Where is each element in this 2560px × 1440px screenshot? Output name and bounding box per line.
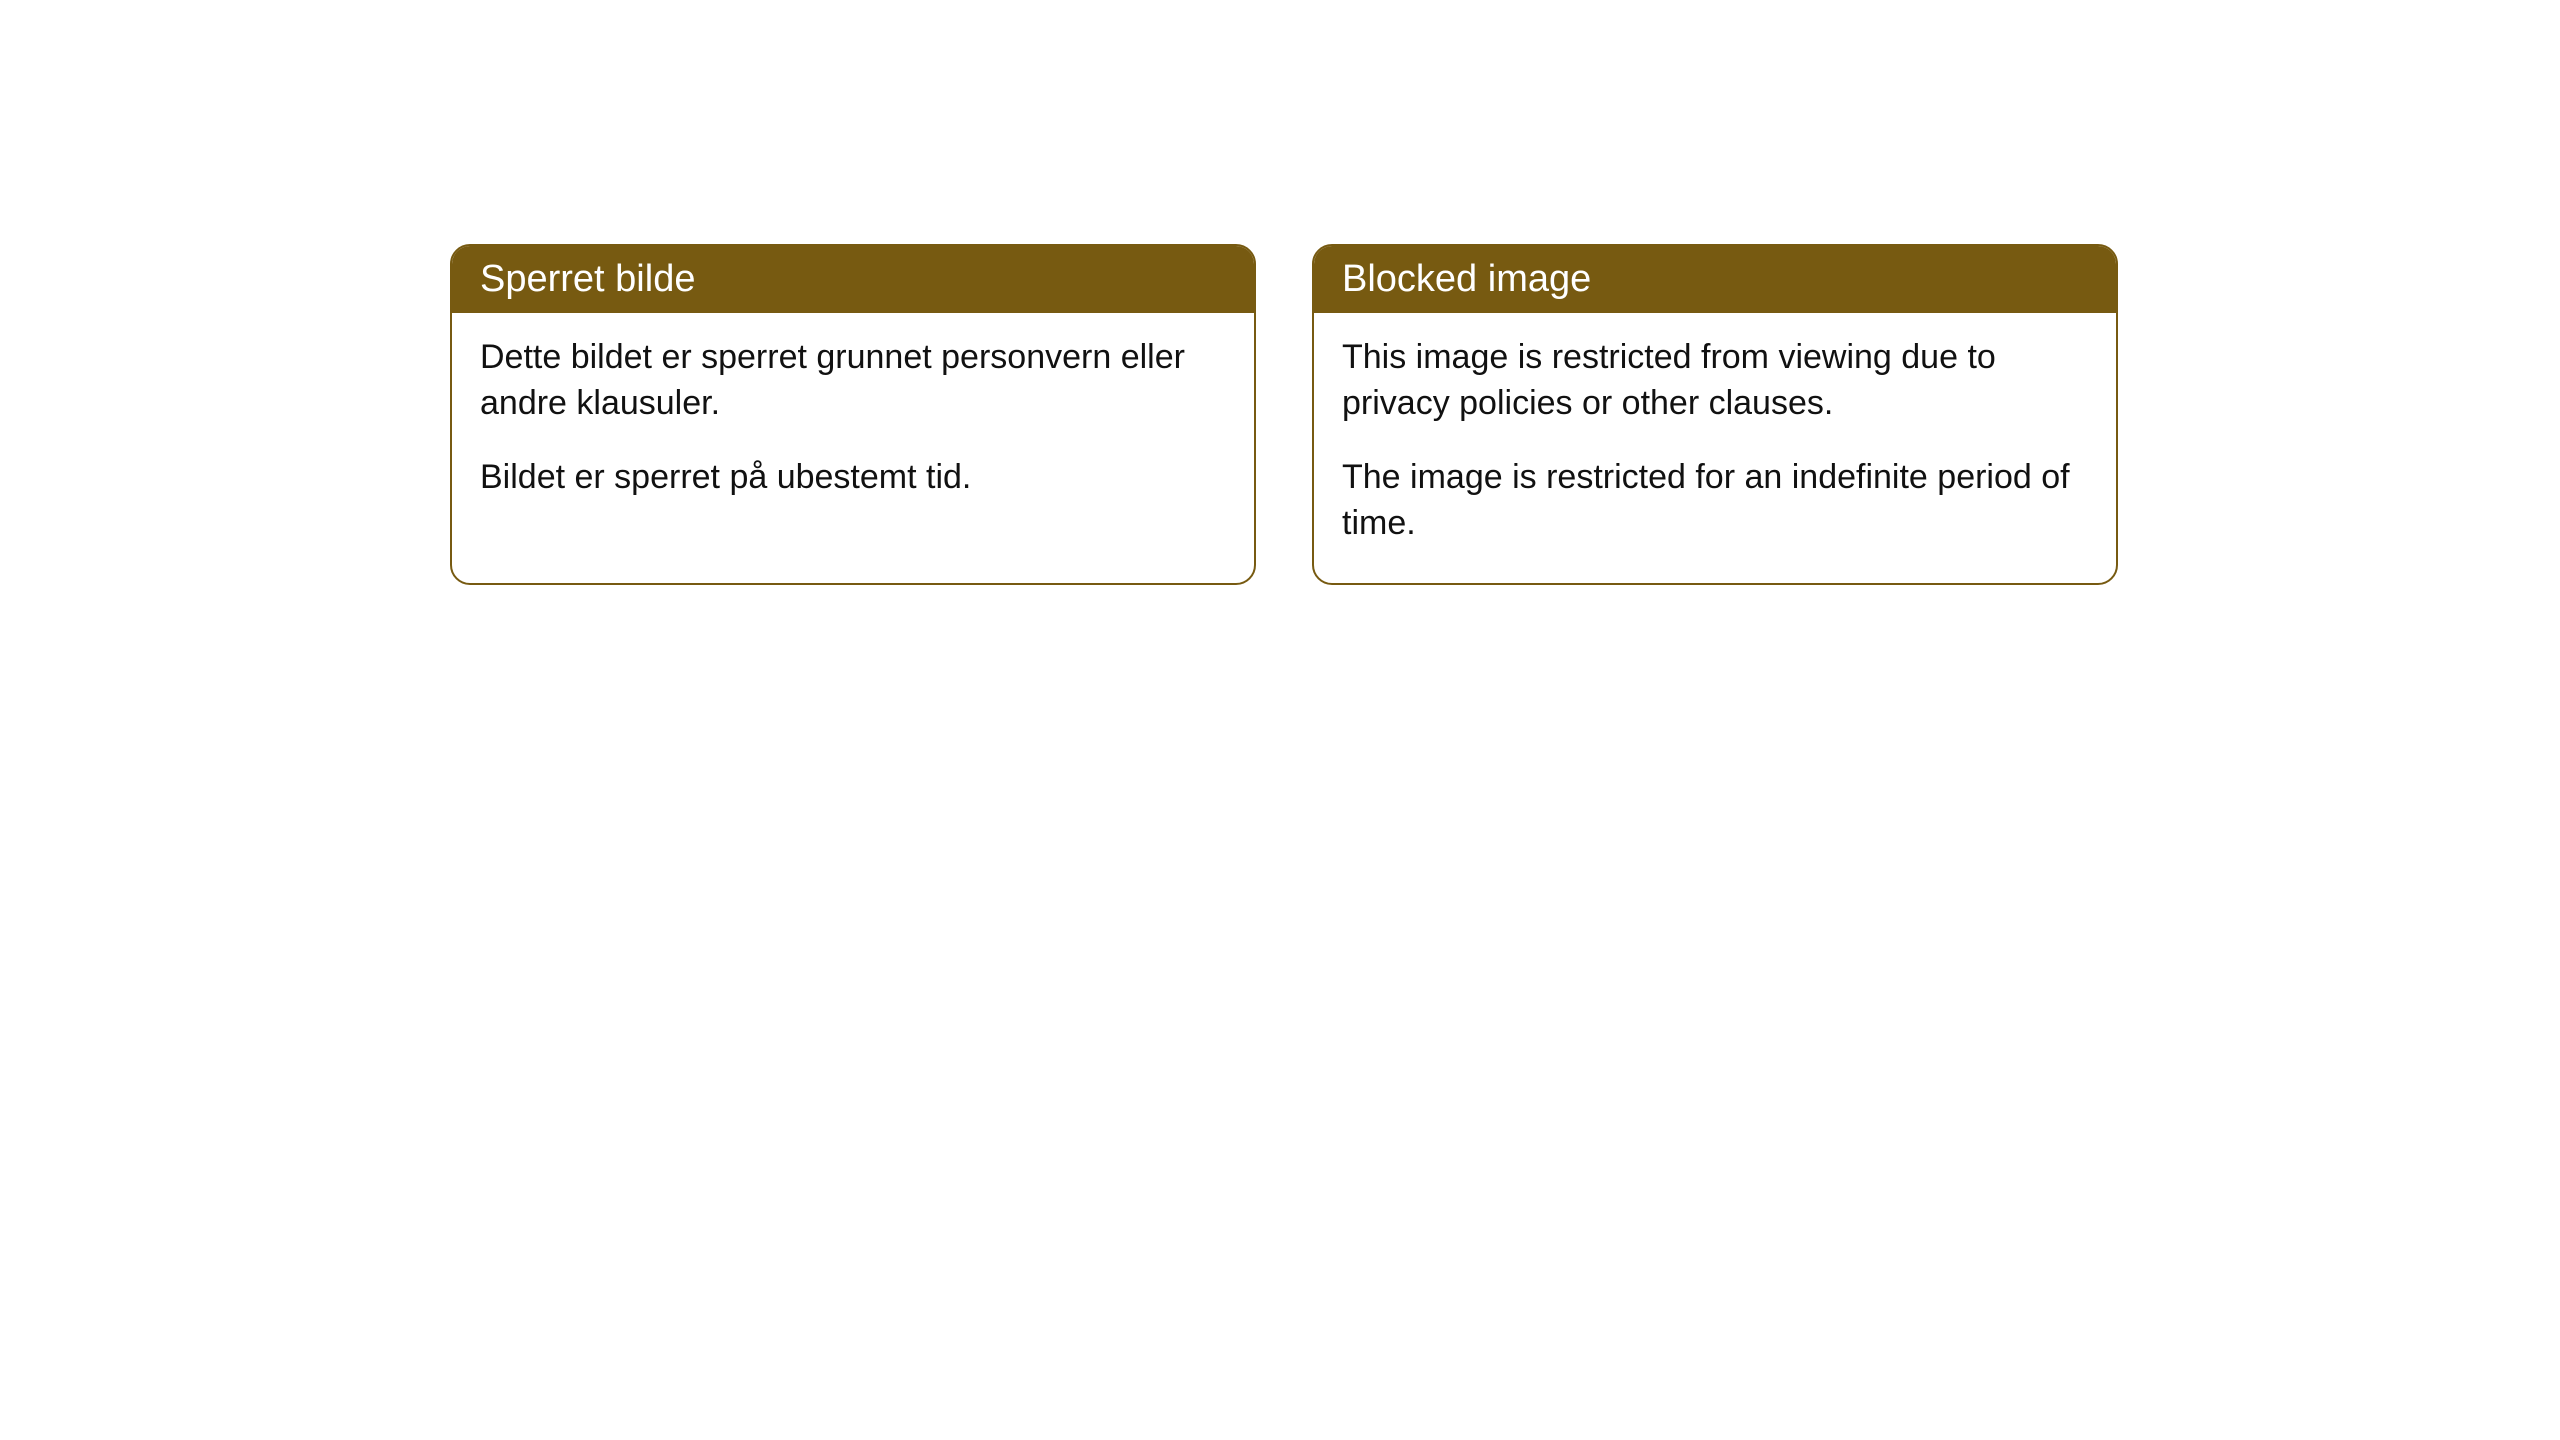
- card-body: Dette bildet er sperret grunnet personve…: [452, 313, 1254, 537]
- cards-container: Sperret bilde Dette bildet er sperret gr…: [0, 0, 2560, 585]
- card-blocked-image-no: Sperret bilde Dette bildet er sperret gr…: [450, 244, 1256, 585]
- card-paragraph: Bildet er sperret på ubestemt tid.: [480, 455, 1226, 501]
- card-blocked-image-en: Blocked image This image is restricted f…: [1312, 244, 2118, 585]
- card-paragraph: Dette bildet er sperret grunnet personve…: [480, 335, 1226, 427]
- card-header: Sperret bilde: [452, 246, 1254, 313]
- card-paragraph: The image is restricted for an indefinit…: [1342, 455, 2088, 547]
- card-paragraph: This image is restricted from viewing du…: [1342, 335, 2088, 427]
- card-header: Blocked image: [1314, 246, 2116, 313]
- card-body: This image is restricted from viewing du…: [1314, 313, 2116, 583]
